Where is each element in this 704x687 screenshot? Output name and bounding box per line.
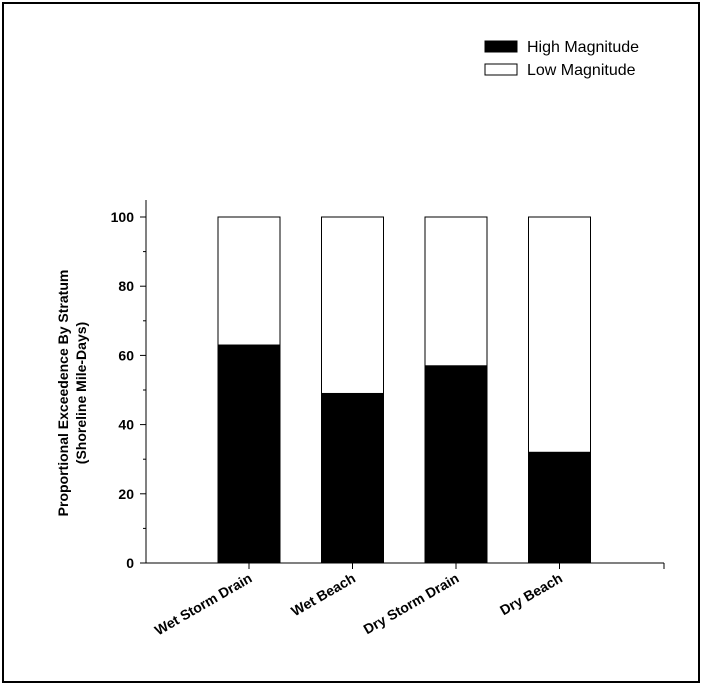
x-tick-label: Wet Storm Drain [152,570,255,639]
bar-stack [217,216,281,564]
legend-item-low: Low Magnitude [484,62,636,79]
y-ticks: 0 20 40 60 80 100 [111,209,146,571]
x-labels: Wet Storm Drain Wet Beach Dry Storm Drain D… [152,563,565,638]
bar-high-magnitude [528,451,591,564]
bar-low-magnitude [424,216,488,367]
x-tick-label: Wet Beach [288,570,358,620]
bar-low-magnitude [528,216,591,453]
legend-label-high: High Magnitude [527,39,639,56]
y-tick-label: 100 [111,209,135,225]
legend-label-low: Low Magnitude [527,62,636,79]
legend-swatch-high [484,40,518,53]
bars [217,216,591,564]
y-tick-label: 80 [118,278,134,294]
x-tick-label: Dry Beach [497,570,565,618]
legend-swatch-low [484,63,518,76]
y-tick-label: 0 [126,555,134,571]
bar-stack [528,216,591,564]
y-tick-label: 60 [118,347,134,363]
legend: High Magnitude Low Magnitude [484,39,639,79]
y-axis-subtitle: (Shoreline Mile-Days) [73,322,89,464]
bar-high-magnitude [217,344,281,564]
y-tick-label: 20 [118,486,134,502]
bar-high-magnitude [321,392,384,564]
legend-item-high: High Magnitude [484,39,639,56]
bar-low-magnitude [217,216,281,346]
bar-stack [321,216,384,564]
y-axis-title: Proportional Exceedence By Stratum [55,270,71,517]
bar-stack [424,216,488,564]
x-tick-label: Dry Storm Drain [361,570,462,638]
bar-high-magnitude [424,365,488,564]
y-tick-label: 40 [118,417,134,433]
bar-low-magnitude [321,216,384,394]
